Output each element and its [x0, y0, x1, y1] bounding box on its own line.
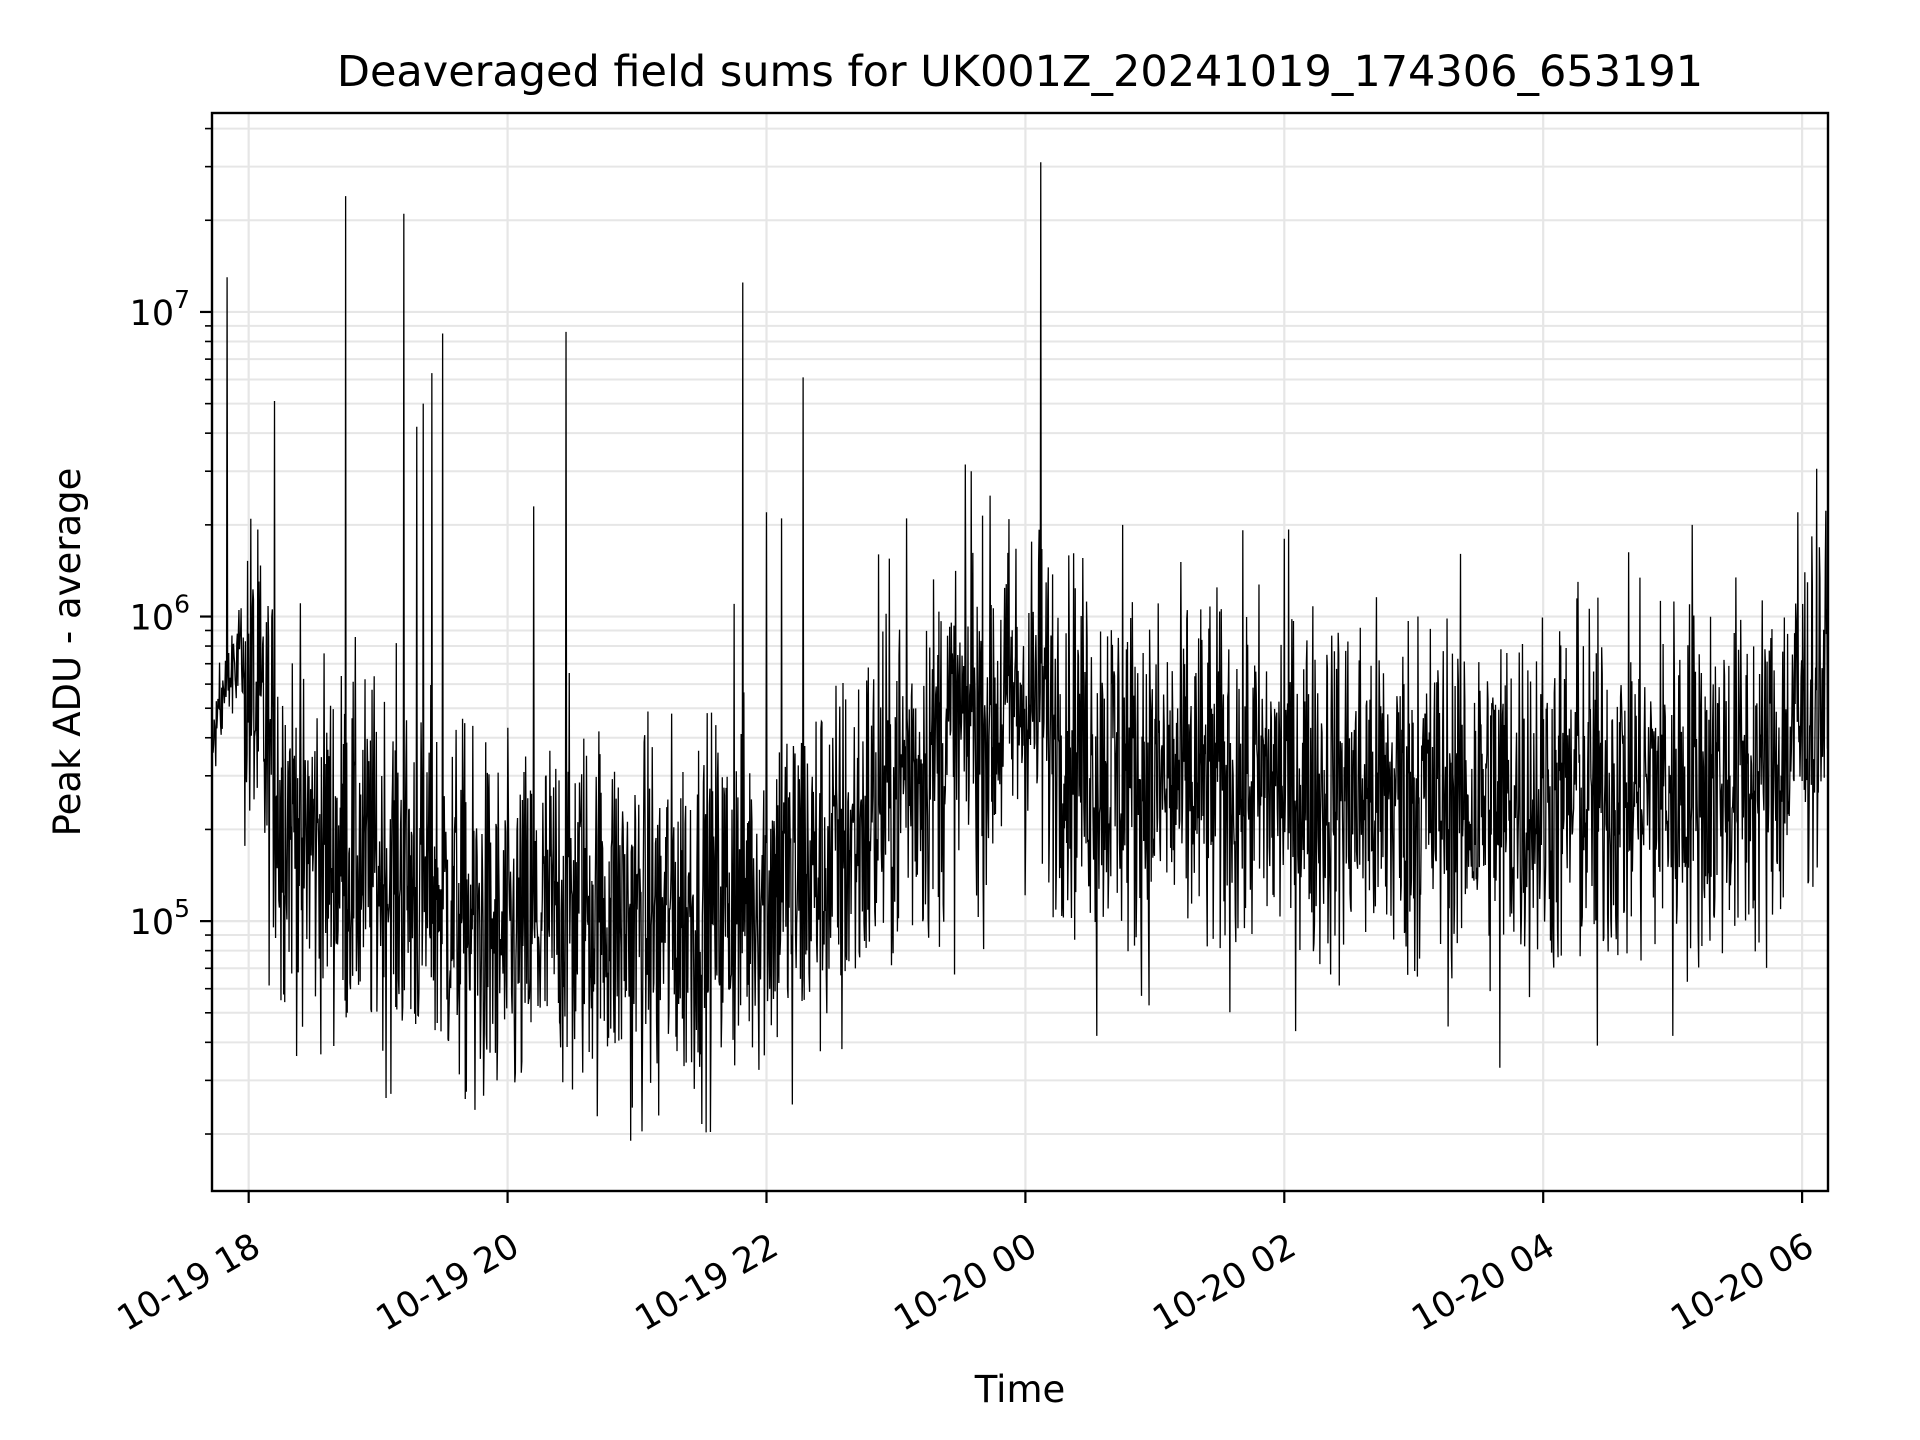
- y-axis-label: Peak ADU - average: [46, 468, 89, 837]
- y-tick-label: 105: [130, 894, 190, 943]
- plot-frame: [210, 111, 1830, 1193]
- data-line-group: [211, 162, 1829, 1141]
- data-line: [211, 162, 1829, 1141]
- x-axis-label: Time: [974, 1368, 1066, 1411]
- y-tick-label: 106: [130, 590, 190, 639]
- y-tick-label: 107: [130, 285, 190, 334]
- chart-title: Deaveraged field sums for UK001Z_2024101…: [337, 47, 1703, 97]
